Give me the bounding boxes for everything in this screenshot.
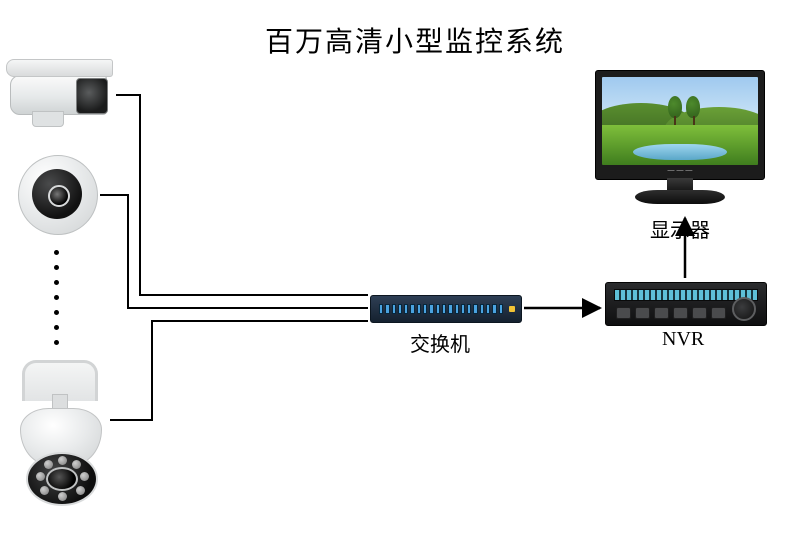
monitor-label: 显示器 — [650, 214, 710, 243]
switch-label: 交换机 — [410, 328, 470, 357]
diagram-canvas: 百万高清小型监控系统 — [0, 0, 800, 539]
edge-cam2-switch — [100, 195, 368, 308]
edge-cam1-switch — [116, 95, 368, 295]
nvr-icon — [605, 282, 767, 326]
dome-camera-icon — [18, 155, 98, 235]
diagram-title: 百万高清小型监控系统 — [265, 20, 565, 60]
network-switch-icon — [370, 295, 522, 323]
ptz-camera-icon — [12, 360, 122, 510]
monitor-icon: — — — — [595, 70, 765, 210]
bullet-camera-icon — [10, 65, 130, 125]
edge-cam3-switch — [110, 321, 368, 420]
ellipsis-dots — [54, 250, 58, 350]
monitor-screen — [602, 77, 758, 165]
nvr-label: NVR — [662, 328, 704, 351]
